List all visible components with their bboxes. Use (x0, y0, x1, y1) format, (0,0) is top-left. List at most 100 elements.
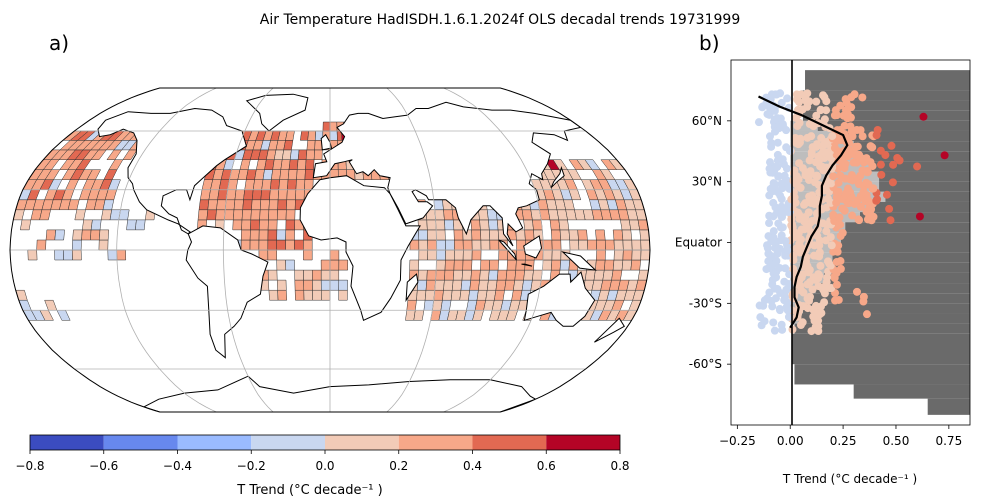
trend-cell (480, 259, 491, 271)
trend-cell (338, 259, 349, 271)
trend-point (767, 138, 776, 147)
trend-cell (216, 199, 227, 211)
trend-cell (559, 229, 570, 241)
trend-outlier-point (919, 112, 928, 121)
trend-point (772, 90, 781, 99)
trend-point (853, 142, 862, 151)
trend-cell (471, 229, 482, 241)
trend-cell (559, 259, 570, 271)
continent-outline (245, 93, 309, 132)
trend-point (774, 219, 783, 228)
trend-map (9, 87, 651, 413)
trend-cell (338, 279, 348, 291)
trend-point (799, 270, 808, 279)
trend-point (803, 89, 812, 98)
trend-cell (469, 279, 480, 291)
trend-cell (208, 189, 220, 201)
trend-cell (593, 269, 605, 281)
trend-point (765, 219, 774, 228)
ocean-fraction-dark-bar (879, 181, 970, 192)
trend-cell (329, 279, 340, 291)
trend-cell (277, 189, 288, 201)
trend-point (829, 213, 838, 222)
trend-cell (295, 179, 306, 190)
trend-cell (329, 130, 338, 141)
trend-cell (72, 229, 83, 241)
trend-cell (426, 269, 437, 281)
trend-cell (568, 229, 579, 241)
trend-outlier-point (940, 151, 949, 160)
trend-cell (577, 229, 588, 241)
trend-cell (445, 249, 455, 261)
trend-cell (468, 289, 479, 301)
trend-cell (285, 239, 295, 251)
trend-cell (551, 239, 562, 251)
trend-point (774, 172, 783, 181)
trend-point (819, 91, 828, 100)
trend-cell (262, 169, 273, 180)
trend-point (836, 171, 845, 180)
trend-cell (267, 249, 277, 261)
trend-point (832, 280, 841, 289)
trend-cell (320, 279, 331, 291)
trend-point (847, 171, 856, 180)
trend-cell (460, 279, 472, 291)
trend-cell (532, 219, 543, 231)
trend-point (815, 310, 824, 319)
trend-cell (462, 249, 473, 261)
trend-cell (285, 209, 296, 221)
trend-point (850, 90, 859, 99)
trend-cell (479, 219, 490, 231)
trend-cell (427, 239, 437, 251)
trend-point (868, 143, 877, 152)
continent-outline (97, 107, 247, 235)
trend-cell (489, 239, 500, 251)
trend-point (887, 141, 896, 150)
trend-point (854, 215, 863, 224)
panel-b-ytick-label: 30°N (692, 175, 722, 189)
ocean-fraction-dark-bar (817, 120, 970, 131)
ocean-fraction-dark-bar (824, 272, 970, 284)
trend-cell (102, 199, 115, 211)
trend-cell (471, 249, 482, 261)
trend-cell (542, 259, 553, 271)
colorbar-tick-label: 0.0 (315, 459, 334, 473)
trend-cell (243, 189, 254, 201)
trend-cell (20, 219, 32, 231)
island-outline (550, 166, 565, 189)
trend-point (840, 121, 849, 130)
trend-point (822, 227, 831, 236)
trend-cell (116, 249, 127, 261)
trend-cell (444, 269, 455, 281)
trend-cell (313, 149, 323, 160)
trend-point (814, 270, 823, 279)
trend-point (820, 115, 829, 124)
colorbar-tick-label: −0.8 (15, 459, 44, 473)
trend-point (828, 132, 837, 141)
trend-cell (622, 239, 633, 251)
trend-cell (489, 259, 499, 271)
trend-cell (207, 199, 218, 211)
trend-cell (197, 209, 209, 221)
trend-point (784, 312, 793, 321)
trend-point (754, 118, 763, 127)
trend-cell (306, 140, 316, 151)
trend-cell (478, 279, 489, 291)
trend-cell (276, 209, 287, 221)
trend-cell (436, 249, 446, 261)
colorbar-segment (472, 435, 547, 450)
trend-point (844, 184, 853, 193)
trend-point (853, 287, 862, 296)
trend-point (826, 233, 835, 242)
trend-cell (459, 289, 470, 301)
trend-cell (612, 259, 624, 271)
trend-point (829, 172, 838, 181)
island-outline (405, 273, 419, 303)
trend-cell (596, 249, 606, 261)
trend-cell (595, 229, 606, 241)
island-outline (498, 239, 517, 261)
colorbar-segment (398, 435, 473, 450)
colorbar-tick-label: 0.8 (610, 459, 629, 473)
trend-point (782, 143, 791, 152)
trend-cell (418, 239, 429, 251)
